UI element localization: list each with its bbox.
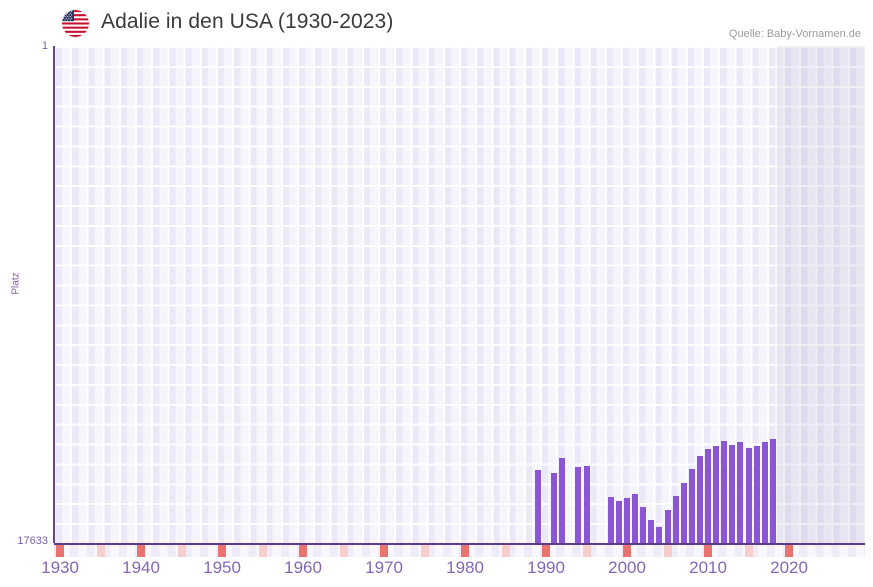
- x-axis-tick-label: 2020: [770, 558, 808, 577]
- bar: [656, 526, 663, 543]
- x-axis-tick-label: 1950: [203, 558, 241, 577]
- y-axis-line: [53, 46, 55, 543]
- bar: [632, 494, 639, 543]
- x-axis-tick-label: 1960: [284, 558, 322, 577]
- x-tick-minor: [501, 545, 510, 557]
- source-attribution: Quelle: Baby-Vornamen.de: [728, 28, 861, 40]
- x-tick-minor: [258, 545, 267, 557]
- x-axis-tick-label: 1930: [41, 558, 79, 577]
- x-tick-major: [218, 545, 227, 557]
- x-tick-major: [56, 545, 65, 557]
- x-tick-major: [461, 545, 470, 557]
- bar: [648, 519, 655, 543]
- bar: [664, 509, 671, 543]
- bar: [721, 440, 728, 543]
- bar: [705, 449, 712, 543]
- bar: [534, 470, 541, 543]
- bar: [672, 495, 679, 543]
- y-axis-tick-top: 1: [41, 40, 48, 52]
- bar: [575, 467, 582, 543]
- x-tick-major: [785, 545, 794, 557]
- bar: [551, 473, 558, 543]
- x-axis-line: [54, 543, 865, 545]
- bar: [729, 444, 736, 543]
- bar: [761, 442, 768, 543]
- us-flag-icon: [62, 10, 89, 37]
- x-tick-major: [299, 545, 308, 557]
- bar: [769, 439, 776, 543]
- x-tick-minor: [96, 545, 105, 557]
- x-tick-minor: [339, 545, 348, 557]
- bar: [696, 456, 703, 543]
- x-tick-background: [54, 545, 865, 557]
- x-axis-labels: 1930 1940 1950 1960 1970 1980 1990 2000 2010 2020: [41, 558, 865, 582]
- plot-area: [54, 46, 865, 543]
- page-title: Adalie in den USA (1930-2023): [101, 10, 394, 33]
- x-axis-tick-label: 1990: [527, 558, 565, 577]
- x-tick-major: [704, 545, 713, 557]
- bar: [680, 482, 687, 543]
- x-axis-tick-label: 1980: [446, 558, 484, 577]
- y-axis-label: Platz: [10, 272, 22, 295]
- x-tick-minor: [744, 545, 753, 557]
- bar: [624, 498, 631, 543]
- bar: [745, 447, 752, 543]
- bar: [737, 442, 744, 543]
- x-axis-tick-label: 2000: [608, 558, 646, 577]
- bar: [559, 457, 566, 543]
- x-tick-minor: [663, 545, 672, 557]
- bar: [753, 446, 760, 543]
- x-tick-minor: [420, 545, 429, 557]
- y-axis-tick-bottom: 17633: [17, 535, 48, 547]
- x-axis-tick-label: 1970: [365, 558, 403, 577]
- x-tick-major: [137, 545, 146, 557]
- x-tick-major: [380, 545, 389, 557]
- x-tick-minor: [582, 545, 591, 557]
- x-tick-major: [623, 545, 632, 557]
- bar-series: [54, 46, 865, 543]
- x-axis-tick-label: 2010: [689, 558, 727, 577]
- x-axis-ticks: [54, 545, 865, 557]
- x-tick-major: [542, 545, 551, 557]
- bar: [688, 468, 695, 543]
- bar: [640, 506, 647, 543]
- bar: [583, 465, 590, 543]
- bar: [615, 501, 622, 543]
- bar: [713, 446, 720, 543]
- chart-header: Adalie in den USA (1930-2023) Quelle: Ba…: [0, 0, 873, 46]
- bar: [607, 496, 614, 543]
- x-tick-minor: [177, 545, 186, 557]
- x-axis-tick-label: 1940: [122, 558, 160, 577]
